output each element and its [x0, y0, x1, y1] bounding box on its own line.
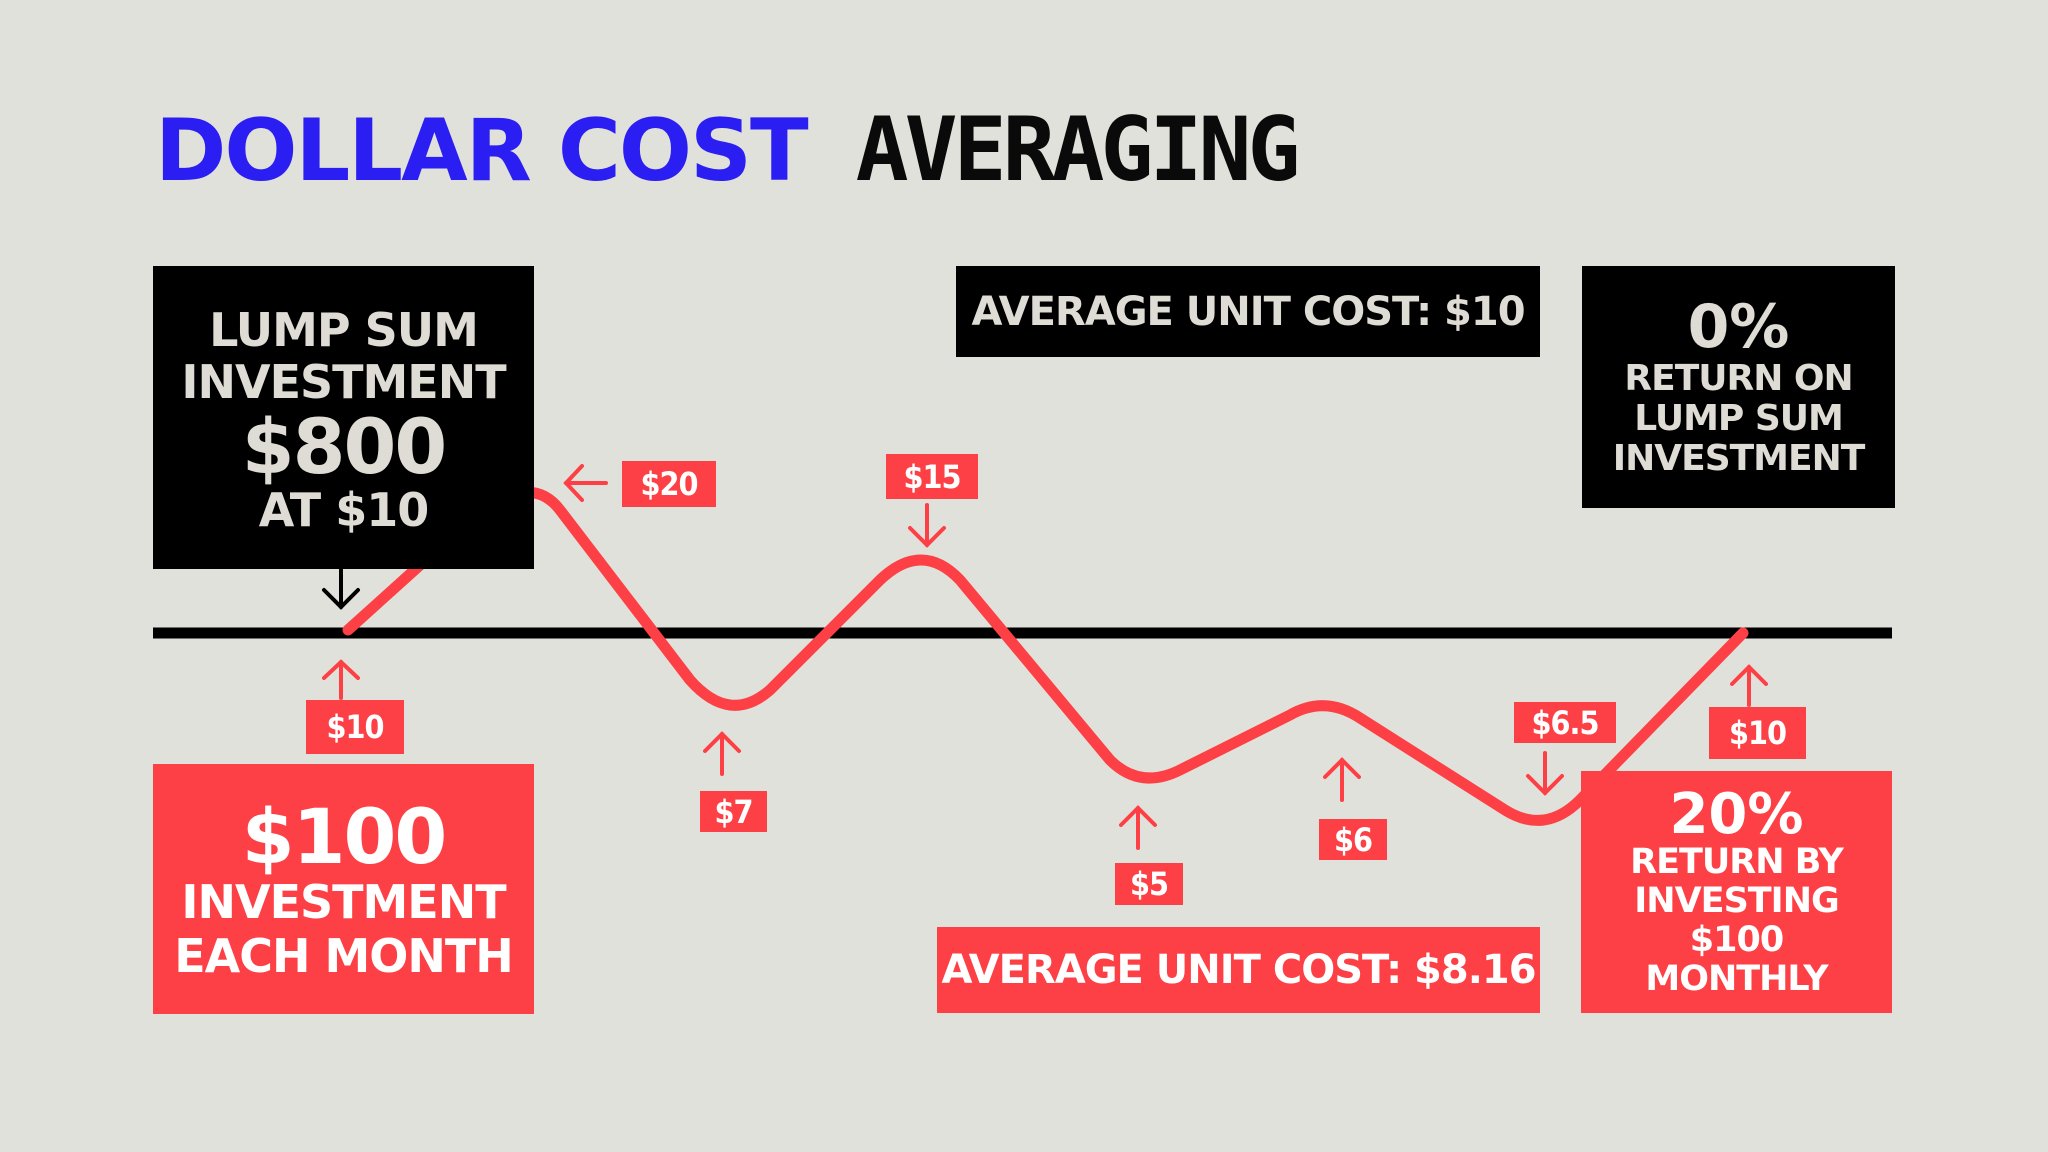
arrow-up-icon — [1323, 757, 1361, 802]
lump-sum-return-line2: RETURN ON — [1624, 358, 1853, 399]
lump-sum-line4: AT $10 — [258, 482, 429, 537]
price-label: $5 — [1115, 863, 1183, 905]
title-rest: AVERAGING — [855, 98, 1301, 201]
lump-sum-line1: LUMP SUM — [209, 302, 479, 357]
arrow-up-icon — [703, 731, 741, 776]
lump-sum-box: LUMP SUM INVESTMENT $800 AT $10 — [153, 266, 534, 569]
dca-return-box: 20% RETURN BY INVESTING $100 MONTHLY — [1581, 771, 1892, 1013]
arrow-down-icon — [908, 503, 946, 548]
lump-sum-return-line3: LUMP SUM — [1634, 398, 1844, 439]
price-label: $10 — [306, 700, 404, 754]
dca-return-pct: 20% — [1669, 782, 1804, 847]
price-label: $6 — [1319, 819, 1387, 860]
price-label: $10 — [1709, 707, 1806, 759]
dca-average-cost-text: AVERAGE UNIT COST: $8.16 — [941, 947, 1536, 993]
arrow-down-icon — [1526, 751, 1564, 796]
dca-average-cost-box: AVERAGE UNIT COST: $8.16 — [937, 927, 1540, 1013]
lump-sum-average-cost-text: AVERAGE UNIT COST: $10 — [971, 288, 1525, 335]
monthly-amount: $100 — [241, 792, 448, 881]
price-label: $6.5 — [1514, 702, 1616, 743]
arrow-down-icon — [322, 568, 360, 610]
dca-return-line3: INVESTING — [1634, 881, 1839, 921]
lump-sum-return-box: 0% RETURN ON LUMP SUM INVESTMENT — [1582, 266, 1895, 508]
arrow-up-icon — [322, 659, 360, 700]
price-curve — [342, 486, 1749, 826]
lump-sum-return-pct: 0% — [1687, 292, 1790, 362]
price-label: $15 — [886, 454, 978, 499]
page-title: DOLLAR COST AVERAGING — [155, 98, 1301, 202]
dca-return-line2: RETURN BY — [1630, 842, 1844, 882]
arrow-up-icon — [1119, 805, 1157, 850]
monthly-line2: INVESTMENT — [181, 875, 506, 929]
lump-sum-return-line4: INVESTMENT — [1612, 438, 1866, 479]
arrow-up-icon — [1730, 664, 1768, 707]
lump-sum-amount: $800 — [241, 401, 448, 491]
title-accent: DOLLAR COST — [155, 101, 809, 201]
dca-return-line5: MONTHLY — [1645, 959, 1828, 999]
dca-return-line4: $100 — [1689, 920, 1784, 960]
price-label: $20 — [622, 461, 716, 507]
monthly-line3: EACH MONTH — [174, 929, 514, 983]
monthly-investment-box: $100 INVESTMENT EACH MONTH — [153, 764, 534, 1014]
lump-sum-average-cost-box: AVERAGE UNIT COST: $10 — [956, 266, 1540, 357]
arrow-left-icon — [563, 464, 608, 502]
lump-sum-line2: INVESTMENT — [181, 354, 506, 409]
price-label: $7 — [700, 791, 767, 832]
